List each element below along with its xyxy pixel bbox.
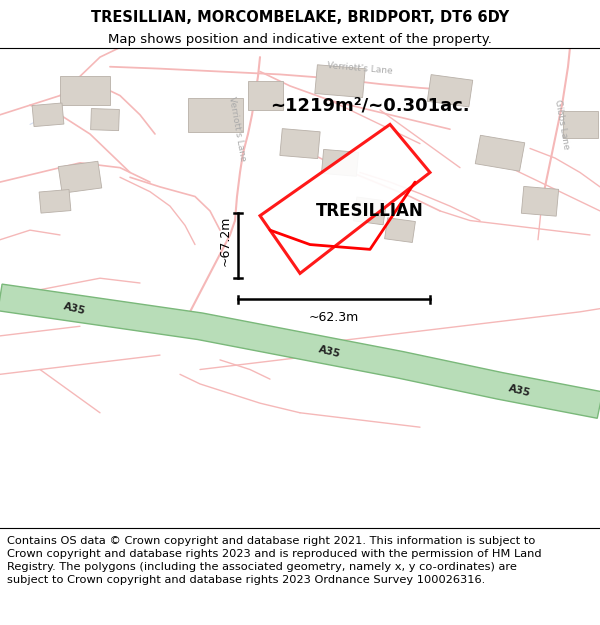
Text: Verriott's Lane: Verriott's Lane [327, 61, 393, 76]
Bar [427, 74, 473, 107]
Text: ~67.2m: ~67.2m [219, 216, 232, 266]
Text: TRESILLIAN, MORCOMBELAKE, BRIDPORT, DT6 6DY: TRESILLIAN, MORCOMBELAKE, BRIDPORT, DT6 … [91, 9, 509, 24]
Text: ~62.3m: ~62.3m [309, 311, 359, 324]
Bar [91, 109, 119, 131]
Text: Gibbs Lane: Gibbs Lane [553, 99, 571, 150]
Bar [385, 217, 415, 242]
Bar [322, 149, 359, 176]
Polygon shape [0, 284, 600, 418]
Bar [58, 161, 102, 193]
Bar [353, 197, 386, 225]
Text: Verriott's Lane: Verriott's Lane [227, 96, 247, 162]
Bar [187, 98, 242, 132]
Bar [39, 189, 71, 213]
Bar [60, 76, 110, 105]
Text: A35: A35 [63, 301, 87, 316]
Text: ~1219m²/~0.301ac.: ~1219m²/~0.301ac. [270, 96, 470, 114]
Bar [521, 186, 559, 216]
Bar [475, 135, 525, 171]
Bar [315, 65, 365, 98]
Text: A35: A35 [508, 383, 532, 398]
Bar [563, 111, 598, 138]
Text: A35: A35 [318, 344, 342, 360]
Polygon shape [260, 124, 430, 273]
Text: Map shows position and indicative extent of the property.: Map shows position and indicative extent… [108, 33, 492, 46]
Text: Contains OS data © Crown copyright and database right 2021. This information is : Contains OS data © Crown copyright and d… [7, 536, 542, 586]
Bar [280, 129, 320, 159]
Bar [248, 81, 283, 110]
Text: TRESILLIAN: TRESILLIAN [316, 202, 424, 220]
Bar [32, 103, 64, 127]
